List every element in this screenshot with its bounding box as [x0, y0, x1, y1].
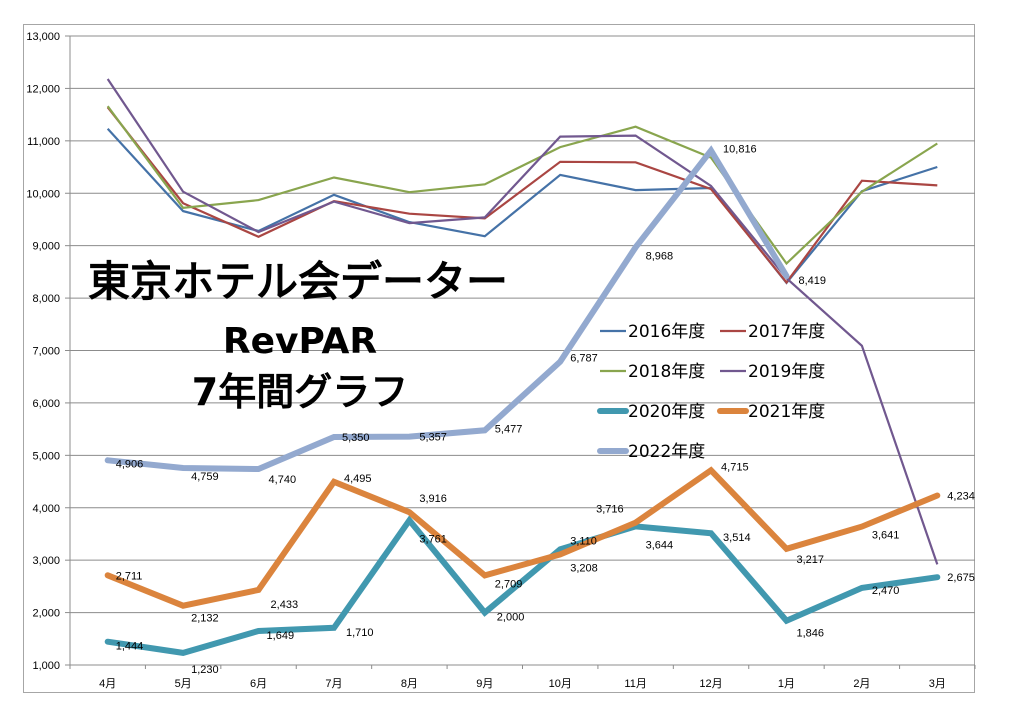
legend-label: 2019年度: [748, 362, 825, 382]
data-label: 3,641: [872, 530, 900, 542]
data-label: 1,710: [346, 627, 374, 639]
data-label: 2,709: [495, 578, 523, 590]
data-label: 3,761: [419, 533, 447, 545]
data-label: 1,230: [191, 664, 219, 676]
legend: 2016年度 2017年度 2018年度 2019年度 2020年度 2021年度 2022…: [597, 322, 825, 462]
legend-item[interactable]: 2018年度: [600, 362, 705, 382]
series-line-2020年度: [104, 515, 941, 656]
data-label: 3,514: [723, 532, 751, 544]
data-label: 1,649: [267, 630, 295, 642]
data-label: 2,675: [947, 572, 975, 584]
data-label: 3,644: [646, 539, 674, 551]
y-tick-label: 1,000: [32, 660, 60, 672]
data-label: 8,968: [646, 250, 674, 262]
chart-title: 東京ホテル会データー RevPAR 7年間グラフ: [88, 257, 508, 414]
axes: 1,000 2,000 3,000 4,000 5,000 6,000 7,000 8,000…: [26, 31, 976, 690]
data-label: 4,759: [191, 471, 219, 483]
legend-item[interactable]: 2022年度: [597, 442, 705, 462]
title-line-3: 7年間グラフ: [192, 370, 408, 414]
data-label: 3,716: [596, 504, 624, 516]
series-line-2017年度: [106, 106, 938, 285]
legend-label: 2017年度: [748, 322, 825, 342]
legend-label: 2021年度: [748, 402, 825, 422]
data-label: 4,715: [721, 461, 749, 473]
series-line-2016年度: [106, 128, 938, 285]
data-label: 4,234: [947, 490, 975, 502]
data-label: 10,816: [723, 143, 757, 155]
y-tick-label: 6,000: [32, 398, 60, 410]
data-label: 5,477: [495, 423, 523, 435]
legend-item[interactable]: 2016年度: [600, 322, 705, 342]
data-label: 4,906: [116, 458, 144, 470]
y-tick-label: 2,000: [32, 608, 60, 620]
data-label: 2,433: [271, 599, 299, 611]
chart-frame: [23, 24, 975, 693]
data-label: 1,846: [796, 628, 824, 640]
x-tick-label: 9月: [476, 678, 493, 690]
x-tick-label: 2月: [853, 678, 870, 690]
gridlines: [70, 35, 975, 666]
legend-item[interactable]: 2020年度: [597, 402, 705, 422]
legend-label: 2018年度: [628, 362, 705, 382]
data-label: 3,110: [570, 535, 597, 547]
x-tick-label: 11月: [624, 678, 646, 690]
legend-label: 2022年度: [628, 442, 705, 462]
data-label: 5,357: [419, 432, 447, 444]
series-line-2022年度: [104, 145, 790, 473]
x-tick-label: 10月: [549, 678, 572, 690]
data-label: 8,419: [798, 275, 826, 287]
x-tick-label: 3月: [929, 678, 946, 690]
data-label: 5,350: [342, 432, 370, 444]
x-tick-label: 6月: [250, 678, 267, 690]
y-tick-label: 7,000: [32, 346, 60, 358]
legend-item[interactable]: 2017年度: [720, 322, 825, 342]
series-line-2019年度: [106, 78, 939, 565]
series: [104, 78, 941, 656]
series-line-2018年度: [106, 105, 938, 266]
data-label: 3,916: [419, 493, 447, 505]
data-label: 2,132: [191, 613, 219, 625]
data-label: 4,495: [344, 473, 372, 485]
title-line-1: 東京ホテル会データー: [88, 257, 508, 306]
x-tick-label: 5月: [175, 678, 192, 690]
data-label: 3,208: [570, 562, 598, 574]
y-tick-label: 12,000: [26, 83, 60, 95]
y-tick-label: 13,000: [26, 31, 60, 43]
data-label: 4,740: [269, 474, 297, 486]
data-label: 2,711: [116, 570, 143, 582]
data-label: 2,000: [497, 612, 525, 624]
y-tick-label: 3,000: [32, 555, 60, 567]
data-label: 1,444: [116, 641, 144, 653]
y-tick-label: 5,000: [32, 450, 60, 462]
legend-label: 2020年度: [628, 402, 705, 422]
legend-item[interactable]: 2021年度: [717, 402, 825, 422]
x-tick-label: 7月: [325, 678, 342, 690]
legend-item[interactable]: 2019年度: [720, 362, 825, 382]
x-tick-label: 4月: [99, 678, 116, 690]
y-tick-label: 8,000: [32, 293, 60, 305]
y-tick-label: 10,000: [26, 188, 60, 200]
x-tick-label: 12月: [699, 678, 722, 690]
data-label: 6,787: [570, 353, 598, 365]
y-tick-label: 11,000: [27, 136, 60, 148]
data-label: 3,217: [796, 554, 824, 566]
series-line-2021年度: [104, 466, 941, 609]
x-tick-label: 1月: [778, 678, 795, 690]
y-tick-label: 4,000: [32, 503, 60, 515]
data-label: 2,470: [872, 585, 900, 597]
data-labels: 1,444 1,230 1,649 1,710 3,761 2,000 3,208 3,644…: [116, 143, 975, 675]
y-tick-label: 9,000: [32, 241, 60, 253]
x-tick-label: 8月: [401, 678, 418, 690]
title-line-2: RevPAR: [223, 321, 377, 362]
legend-label: 2016年度: [628, 322, 705, 342]
